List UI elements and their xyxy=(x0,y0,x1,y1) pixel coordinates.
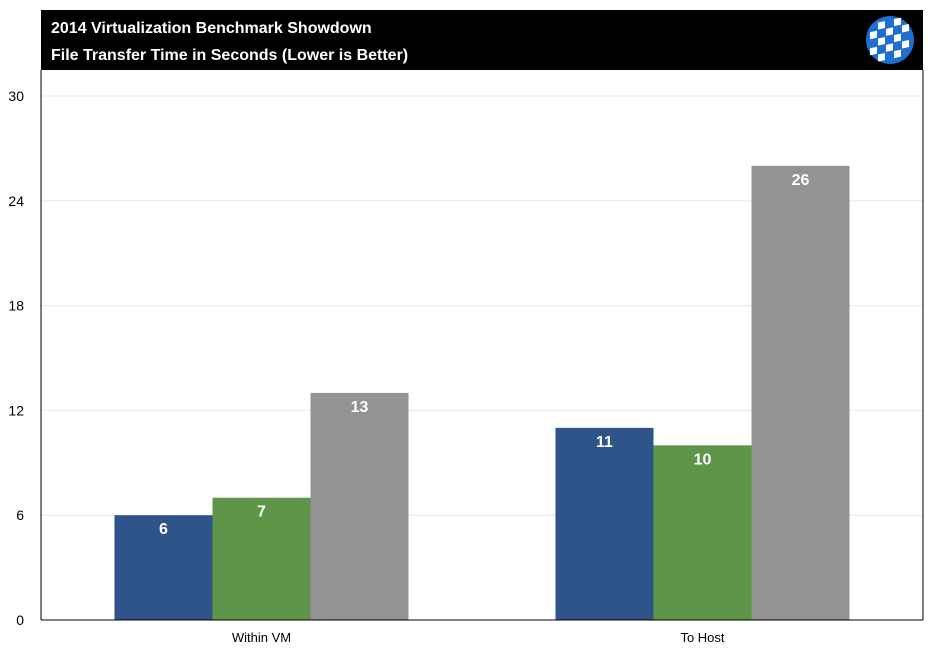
logo-cell xyxy=(870,30,877,40)
bar-value-label: 7 xyxy=(257,504,266,521)
bar-value-label: 13 xyxy=(351,399,369,416)
logo-cell xyxy=(878,21,885,30)
y-tick-label: 6 xyxy=(16,507,24,523)
logo-cell xyxy=(878,37,885,46)
x-category-label: To Host xyxy=(680,630,724,645)
bar xyxy=(653,445,752,620)
y-tick-label: 30 xyxy=(8,88,24,104)
y-tick-label: 18 xyxy=(8,298,24,314)
bar-value-label: 11 xyxy=(596,434,613,451)
bar xyxy=(751,165,850,620)
bar xyxy=(310,392,409,620)
y-tick-label: 0 xyxy=(16,612,24,628)
bar-value-label: 10 xyxy=(694,451,712,468)
bar-value-label: 26 xyxy=(792,172,810,189)
logo-cell xyxy=(894,49,901,59)
logo-cell xyxy=(902,23,909,33)
chart-subtitle: File Transfer Time in Seconds (Lower is … xyxy=(51,47,408,64)
logo-cell xyxy=(894,17,901,27)
globe-grid-logo-icon xyxy=(866,16,914,64)
logo-cell xyxy=(878,53,885,62)
logo-cell xyxy=(886,43,893,52)
y-tick-label: 24 xyxy=(8,193,24,209)
logo-cell xyxy=(902,39,909,49)
logo-cell xyxy=(870,46,877,56)
bar-value-label: 6 xyxy=(159,521,168,538)
chart-header xyxy=(41,10,923,70)
bar xyxy=(555,427,654,620)
bar xyxy=(212,497,311,620)
logo-cell xyxy=(894,33,901,43)
bar xyxy=(114,515,213,620)
logo-cell xyxy=(886,27,893,36)
chart-title: 2014 Virtualization Benchmark Showdown xyxy=(51,20,372,37)
y-tick-label: 12 xyxy=(8,402,24,418)
x-category-label: Within VM xyxy=(232,630,291,645)
